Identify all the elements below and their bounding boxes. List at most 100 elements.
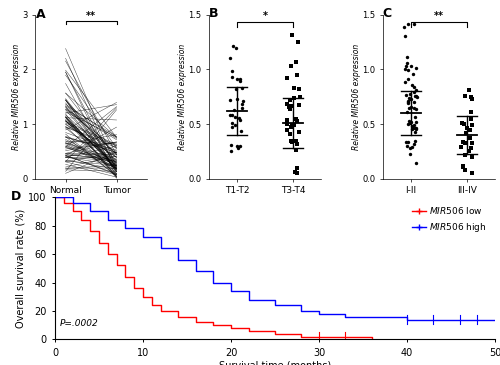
Point <box>408 144 416 150</box>
Point <box>228 120 235 126</box>
Point <box>404 121 411 127</box>
Point <box>404 67 412 73</box>
Point <box>228 43 236 49</box>
Point <box>234 146 242 151</box>
Point <box>465 87 473 93</box>
Point <box>292 165 300 170</box>
Point <box>226 55 234 61</box>
X-axis label: Survival time (months): Survival time (months) <box>219 361 331 365</box>
Point <box>458 139 466 145</box>
Y-axis label: Overall survival rate (%): Overall survival rate (%) <box>16 209 26 328</box>
Point <box>234 115 242 121</box>
Point <box>407 63 415 69</box>
Point <box>401 33 409 39</box>
Point <box>412 125 420 131</box>
Point <box>407 96 415 102</box>
Point <box>406 96 414 102</box>
Point <box>294 39 302 45</box>
Point <box>458 163 466 169</box>
Point <box>404 95 412 101</box>
Point <box>404 76 412 82</box>
Point <box>411 139 419 145</box>
Point <box>231 122 239 128</box>
Point <box>412 87 420 93</box>
Point <box>404 99 412 105</box>
Point <box>290 116 298 122</box>
Point <box>402 60 410 66</box>
Point <box>460 93 468 99</box>
Point <box>228 74 236 80</box>
Point <box>468 170 476 176</box>
Point <box>288 123 296 128</box>
Point <box>239 98 247 104</box>
Point <box>228 112 236 118</box>
Point <box>412 65 420 70</box>
Point <box>401 79 409 85</box>
Point <box>236 143 244 149</box>
Point <box>410 99 418 105</box>
Point <box>412 93 420 99</box>
Point <box>292 116 300 122</box>
Text: C: C <box>383 7 392 20</box>
Point <box>284 117 292 123</box>
Point <box>404 100 412 106</box>
Point <box>466 127 474 133</box>
Point <box>459 164 467 170</box>
Point <box>292 147 300 153</box>
Point <box>468 140 475 146</box>
Point <box>406 105 413 111</box>
Point <box>412 106 420 112</box>
Legend: $\it{MIR506}$ low, $\it{MIR506}$ high: $\it{MIR506}$ low, $\it{MIR506}$ high <box>408 201 490 237</box>
Point <box>233 76 241 81</box>
Point <box>460 120 468 126</box>
Point <box>228 68 235 74</box>
Point <box>293 165 301 171</box>
Point <box>236 78 244 84</box>
Point <box>462 130 470 135</box>
Point <box>286 106 294 112</box>
Point <box>403 54 411 60</box>
Point <box>236 117 244 123</box>
Point <box>232 45 240 51</box>
Point <box>413 94 421 100</box>
Point <box>238 105 246 111</box>
Point <box>412 128 420 134</box>
Point <box>233 96 241 102</box>
Point <box>295 86 303 92</box>
Point <box>291 169 299 175</box>
Text: B: B <box>209 7 218 20</box>
Point <box>412 127 420 132</box>
Point <box>404 139 412 145</box>
Text: **: ** <box>434 11 444 21</box>
Point <box>284 104 292 110</box>
Y-axis label: Relative MIR506 expression: Relative MIR506 expression <box>178 43 186 150</box>
Point <box>238 101 246 107</box>
Point <box>228 147 235 153</box>
Point <box>282 127 290 133</box>
Text: A: A <box>36 8 46 21</box>
Point <box>294 103 302 108</box>
Point <box>293 170 301 176</box>
Y-axis label: Relative MIR506 expression: Relative MIR506 expression <box>352 43 360 150</box>
Point <box>406 146 413 151</box>
Point <box>293 119 301 124</box>
Point <box>284 121 292 127</box>
Point <box>467 145 475 151</box>
Point <box>286 103 294 109</box>
Point <box>286 97 294 103</box>
Point <box>226 97 234 103</box>
Point <box>410 122 418 127</box>
Point <box>283 75 291 81</box>
Point <box>288 32 296 38</box>
Point <box>404 21 412 27</box>
Point <box>404 98 412 104</box>
Point <box>230 114 238 119</box>
Point <box>287 138 295 144</box>
Point <box>412 160 420 166</box>
Point <box>403 109 411 115</box>
Text: **: ** <box>86 11 96 21</box>
Point <box>409 71 417 77</box>
Point <box>410 84 418 90</box>
Point <box>410 105 418 111</box>
Point <box>293 118 301 124</box>
